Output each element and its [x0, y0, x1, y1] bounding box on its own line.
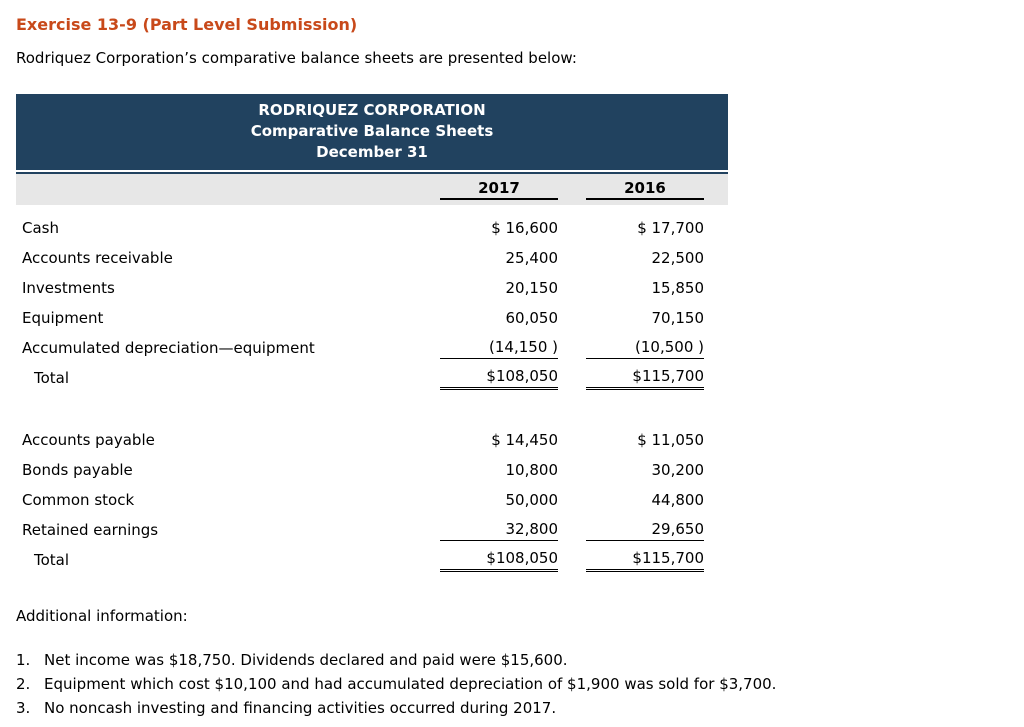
year-column-header: 2017 2016: [16, 174, 728, 205]
row-label: Total: [34, 369, 70, 387]
exercise-title: Exercise 13-9 (Part Level Submission): [16, 15, 358, 34]
amount-2017: (14,150 ): [440, 337, 558, 359]
amount-2017: 60,050: [505, 308, 559, 327]
amount-2017: $ 14,450: [491, 430, 558, 449]
row-label: Total: [34, 551, 70, 569]
amount-2016: 29,650: [586, 519, 704, 541]
header-rule: [16, 172, 728, 174]
header-rule-gap: [16, 170, 728, 172]
row-label: Accounts payable: [22, 431, 155, 449]
note-number: 1.: [16, 651, 31, 669]
row-label: Equipment: [22, 309, 104, 327]
statement-date: December 31: [316, 143, 428, 161]
row-investments: Investments 20,150 15,850: [16, 273, 728, 303]
note-text: Net income was $18,750. Dividends declar…: [44, 651, 568, 669]
additional-info-label: Additional information:: [16, 607, 188, 625]
section-gap: [16, 393, 728, 425]
table-body: Cash $ 16,600 $ 17,700 Accounts receivab…: [16, 205, 728, 579]
note-item-2: 2. Equipment which cost $10,100 and had …: [16, 672, 1006, 696]
note-number: 2.: [16, 675, 31, 693]
row-label: Accounts receivable: [22, 249, 173, 267]
column-header-2016: 2016: [586, 179, 704, 200]
amount-2016: 70,150: [651, 308, 705, 327]
amount-2016: $ 11,050: [637, 430, 704, 449]
amount-2016: (10,500 ): [586, 337, 704, 359]
note-text: No noncash investing and financing activ…: [44, 699, 557, 717]
amount-2017: 25,400: [505, 248, 559, 267]
intro-text: Rodriquez Corporation’s comparative bala…: [16, 49, 577, 67]
row-total-assets: Total $108,050 $115,700: [16, 363, 728, 393]
row-label: Common stock: [22, 491, 135, 509]
notes-list: 1. Net income was $18,750. Dividends dec…: [16, 648, 1006, 720]
amount-2017: 50,000: [505, 490, 559, 509]
row-common-stock: Common stock 50,000 44,800: [16, 485, 728, 515]
note-text: Equipment which cost $10,100 and had acc…: [44, 675, 777, 693]
row-label: Investments: [22, 279, 115, 297]
company-name: RODRIQUEZ CORPORATION: [258, 101, 486, 119]
row-cash: Cash $ 16,600 $ 17,700: [16, 213, 728, 243]
amount-2016: $115,700: [586, 548, 704, 572]
row-label: Bonds payable: [22, 461, 133, 479]
amount-2016: 22,500: [651, 248, 705, 267]
amount-2017: $ 16,600: [491, 218, 558, 237]
amount-2016: 44,800: [651, 490, 705, 509]
row-equipment: Equipment 60,050 70,150: [16, 303, 728, 333]
note-item-1: 1. Net income was $18,750. Dividends dec…: [16, 648, 1006, 672]
amount-2016: 30,200: [651, 460, 705, 479]
row-label: Accumulated depreciation—equipment: [22, 339, 315, 357]
note-number: 3.: [16, 699, 31, 717]
amount-2016: $ 17,700: [637, 218, 704, 237]
balance-sheet-table: RODRIQUEZ CORPORATION Comparative Balanc…: [16, 94, 728, 579]
amount-2017: $108,050: [440, 366, 558, 390]
row-accumulated-depreciation: Accumulated depreciation—equipment (14,1…: [16, 333, 728, 363]
table-title-block: RODRIQUEZ CORPORATION Comparative Balanc…: [16, 94, 728, 170]
row-accounts-receivable: Accounts receivable 25,400 22,500: [16, 243, 728, 273]
row-total-liabilities-equity: Total $108,050 $115,700: [16, 545, 728, 575]
row-label: Cash: [22, 219, 59, 237]
amount-2017: $108,050: [440, 548, 558, 572]
amount-2017: 32,800: [440, 519, 558, 541]
row-bonds-payable: Bonds payable 10,800 30,200: [16, 455, 728, 485]
note-item-3: 3. No noncash investing and financing ac…: [16, 696, 1006, 720]
row-label: Retained earnings: [22, 521, 159, 539]
row-accounts-payable: Accounts payable $ 14,450 $ 11,050: [16, 425, 728, 455]
column-header-2017: 2017: [440, 179, 558, 200]
statement-title: Comparative Balance Sheets: [250, 122, 494, 140]
amount-2016: $115,700: [586, 366, 704, 390]
amount-2016: 15,850: [651, 278, 705, 297]
row-retained-earnings: Retained earnings 32,800 29,650: [16, 515, 728, 545]
amount-2017: 20,150: [505, 278, 559, 297]
amount-2017: 10,800: [505, 460, 559, 479]
